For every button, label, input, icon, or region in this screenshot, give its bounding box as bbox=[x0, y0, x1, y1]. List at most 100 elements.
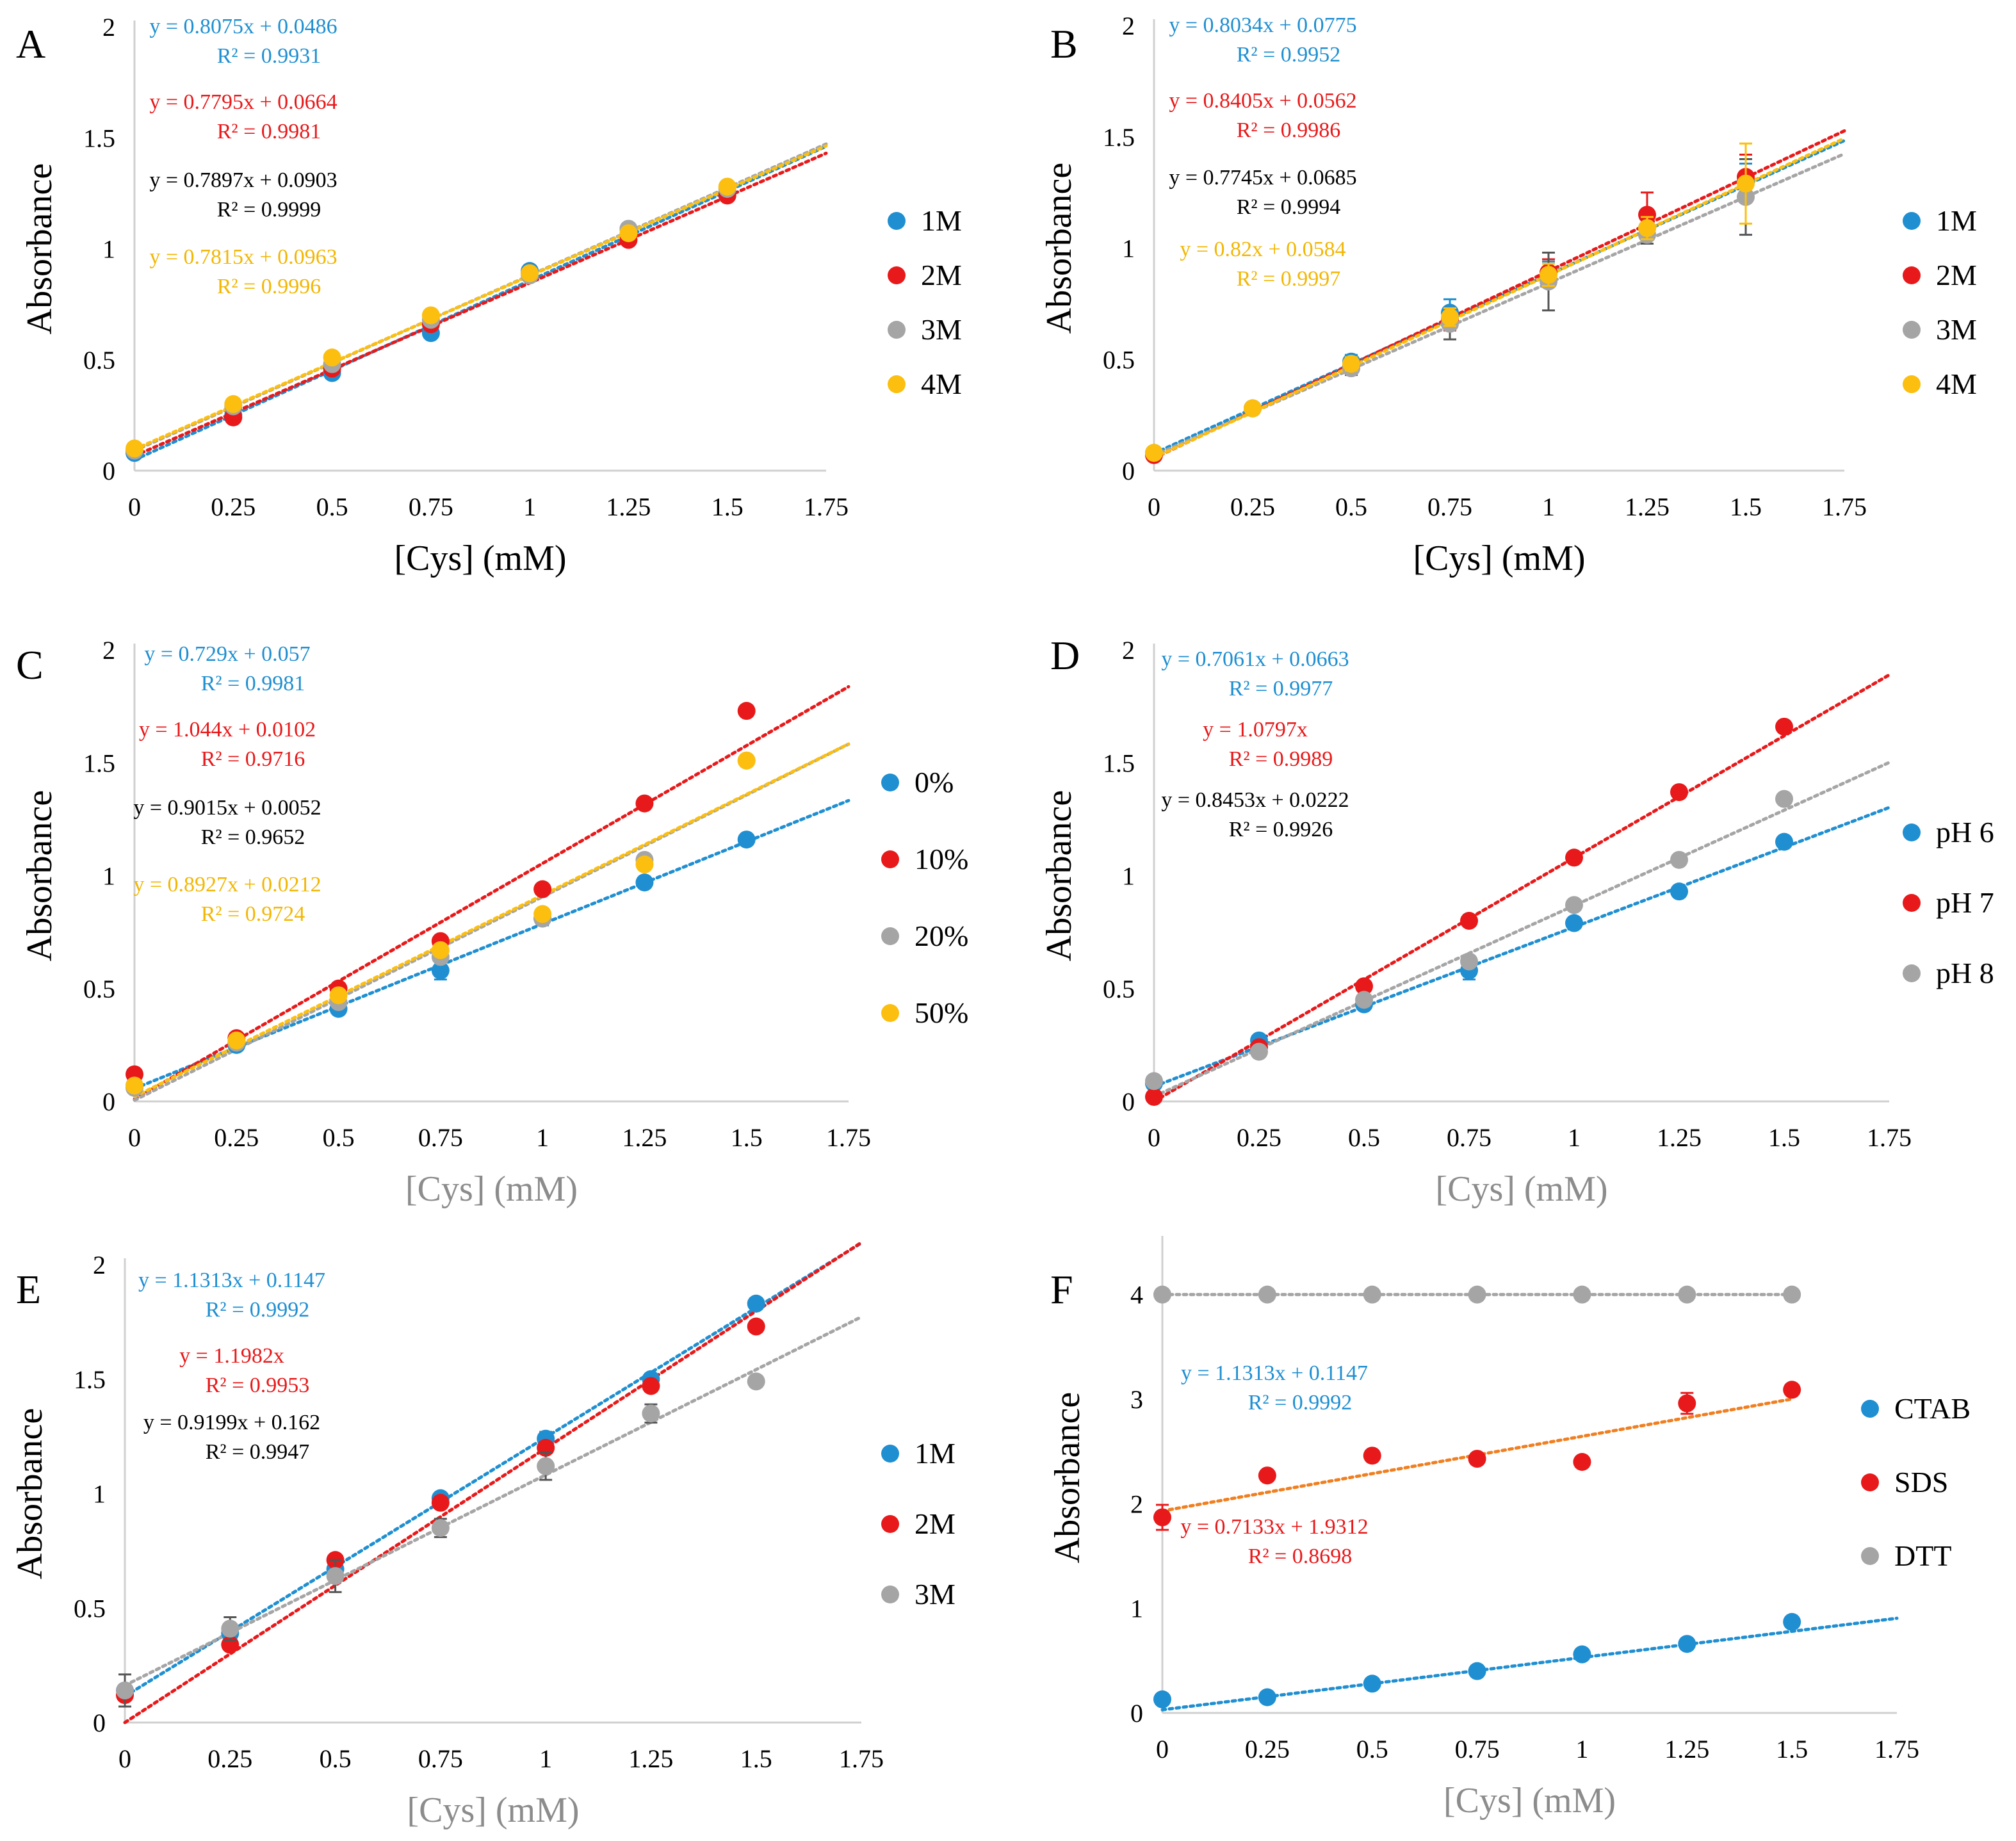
x-tick-label: 0 bbox=[1148, 492, 1160, 521]
data-point-3m bbox=[116, 1681, 134, 1699]
data-point-10 bbox=[533, 880, 552, 898]
data-point-4m bbox=[224, 395, 243, 414]
data-point-2m bbox=[431, 1493, 450, 1512]
data-point-0 bbox=[431, 961, 450, 980]
legend-marker-1m bbox=[881, 1445, 899, 1463]
data-point-ph8 bbox=[1250, 1042, 1268, 1061]
r-squared-label: R² = 0.9981 bbox=[201, 672, 305, 695]
data-point-3m bbox=[431, 1519, 450, 1537]
r-squared-label: R² = 0.9926 bbox=[1229, 818, 1333, 841]
r-squared-label: R² = 0.9989 bbox=[1229, 747, 1333, 771]
data-point-50 bbox=[126, 1076, 143, 1095]
trendline-50 bbox=[133, 742, 850, 1099]
x-tick-label: 1 bbox=[1568, 1123, 1581, 1152]
data-point-sds bbox=[1783, 1381, 1801, 1399]
data-point-ph8 bbox=[1460, 952, 1478, 971]
y-tick-label: 1 bbox=[1122, 234, 1135, 263]
x-tick-label: 1.5 bbox=[1776, 1735, 1808, 1764]
regression-equation: y = 0.82x + 0.0584 bbox=[1180, 238, 1345, 261]
panel-b: B 0 0.25 0.5 0.75 1 1.25 1.5 1.75 0 0.5 1 1.5 2 [Cys] … bbox=[1039, 12, 1977, 578]
regression-equation: y = 0.8034x + 0.0775 bbox=[1169, 13, 1356, 37]
y-tick-label: 3 bbox=[1130, 1385, 1143, 1414]
r-squared-label: R² = 0.9931 bbox=[217, 44, 321, 68]
x-tick-label: 1.75 bbox=[1822, 492, 1867, 521]
x-tick-label: 1.5 bbox=[1768, 1123, 1800, 1152]
regression-equation: y = 1.1982x bbox=[179, 1344, 284, 1368]
y-tick-label: 0.5 bbox=[1103, 345, 1135, 374]
y-tick-label: 1.5 bbox=[1103, 749, 1135, 777]
legend-label-2m: 2M bbox=[915, 1507, 955, 1540]
legend-marker-0 bbox=[881, 774, 899, 791]
legend-label-4m: 4M bbox=[1936, 368, 1977, 400]
y-tick-label: 0 bbox=[102, 457, 115, 485]
data-point-50 bbox=[329, 986, 348, 1005]
legend-label-2m: 2M bbox=[921, 259, 962, 291]
r-squared-label: R² = 0.9981 bbox=[217, 120, 321, 143]
legend-label-1m: 1M bbox=[921, 204, 962, 237]
y-tick-label: 0.5 bbox=[83, 346, 115, 375]
x-tick-label: 1.25 bbox=[1664, 1735, 1709, 1764]
x-tick-label: 1 bbox=[539, 1744, 552, 1773]
x-tick-label: 1.75 bbox=[826, 1123, 871, 1152]
data-point-ctab bbox=[1678, 1635, 1696, 1653]
r-squared-label: R² = 0.9724 bbox=[201, 902, 305, 926]
x-tick-label: 0.75 bbox=[1427, 492, 1472, 521]
legend-marker-ph8 bbox=[1903, 964, 1921, 982]
x-tick-label: 0.25 bbox=[214, 1123, 259, 1152]
x-tick-label: 0.25 bbox=[1237, 1123, 1281, 1152]
data-point-50 bbox=[227, 1031, 246, 1050]
r-squared-label: R² = 0.9992 bbox=[1248, 1391, 1353, 1415]
regression-equation: y = 0.7897x + 0.0903 bbox=[149, 168, 337, 192]
y-tick-label: 2 bbox=[93, 1251, 106, 1279]
legend-marker-10 bbox=[881, 850, 899, 868]
x-axis-title: [Cys] (mM) bbox=[1443, 1781, 1616, 1821]
y-tick-label: 1.5 bbox=[1103, 123, 1135, 152]
x-tick-label: 1 bbox=[1575, 1735, 1588, 1764]
data-point-dtt bbox=[1258, 1285, 1276, 1304]
y-tick-label: 1.5 bbox=[83, 749, 115, 777]
legend-marker-ph7 bbox=[1903, 894, 1921, 912]
legend-label-4m: 4M bbox=[921, 368, 962, 400]
regression-equation: y = 1.044x + 0.0102 bbox=[139, 718, 316, 742]
legend-marker-1m bbox=[1903, 212, 1921, 230]
x-tick-label: 0.75 bbox=[409, 492, 453, 521]
legend-label-3m: 3M bbox=[1936, 313, 1977, 346]
data-point-4m bbox=[1441, 308, 1459, 327]
x-tick-label: 0.5 bbox=[1356, 1735, 1388, 1764]
x-tick-label: 1.75 bbox=[839, 1744, 884, 1773]
data-point-4m bbox=[1638, 219, 1656, 238]
x-axis-title: [Cys] (mM) bbox=[394, 539, 566, 578]
x-tick-label: 0 bbox=[128, 1123, 141, 1152]
panel-label: C bbox=[16, 642, 44, 688]
trendline-3m bbox=[123, 1315, 863, 1687]
r-squared-label: R² = 0.9952 bbox=[1237, 43, 1341, 67]
r-squared-label: R² = 0.9652 bbox=[201, 825, 305, 849]
x-tick-label: 1.5 bbox=[1730, 492, 1762, 521]
data-point-ph8 bbox=[1670, 850, 1688, 869]
trendline-2m bbox=[133, 151, 828, 458]
regression-equation: y = 0.8405x + 0.0562 bbox=[1169, 89, 1356, 113]
y-axis-title: Absorbance bbox=[20, 790, 60, 961]
x-tick-label: 0.75 bbox=[418, 1123, 463, 1152]
r-squared-label: R² = 0.9992 bbox=[206, 1298, 310, 1322]
y-tick-label: 2 bbox=[102, 13, 115, 42]
data-point-50 bbox=[431, 941, 450, 959]
data-point-4m bbox=[1737, 174, 1755, 193]
data-point-10 bbox=[635, 794, 654, 813]
trendline-ctab bbox=[1160, 1616, 1899, 1712]
data-point-3m bbox=[221, 1619, 240, 1638]
data-point-4m bbox=[521, 264, 539, 282]
x-tick-label: 0 bbox=[128, 492, 141, 521]
legend-label-3m: 3M bbox=[921, 313, 962, 346]
data-point-2m bbox=[642, 1377, 660, 1395]
panel-label: E bbox=[16, 1267, 41, 1312]
legend-marker-50 bbox=[881, 1004, 899, 1022]
legend-marker-4m bbox=[1903, 375, 1921, 393]
data-point-4m bbox=[718, 177, 736, 196]
panel-label: A bbox=[16, 21, 45, 67]
y-tick-label: 1 bbox=[93, 1480, 106, 1509]
x-tick-label: 0.75 bbox=[418, 1744, 463, 1773]
y-axis-title: Absorbance bbox=[1039, 163, 1079, 334]
x-tick-label: 0.25 bbox=[211, 492, 256, 521]
legend-marker-1m bbox=[888, 212, 906, 230]
